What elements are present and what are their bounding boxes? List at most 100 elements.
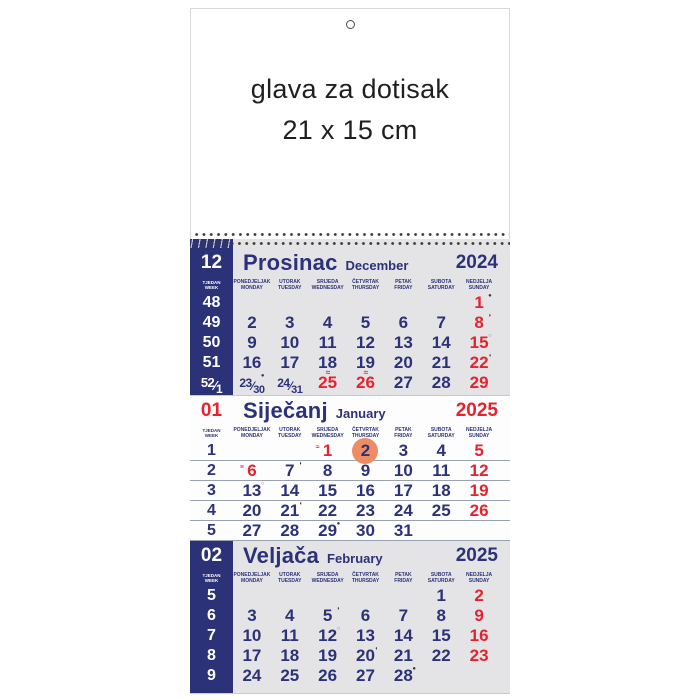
today-marker [352, 438, 379, 464]
empty-cell [309, 293, 347, 313]
week-row: 1 ≈1 2 3 4 5 [190, 438, 510, 464]
binding-holes-bottom [190, 239, 510, 248]
week-number: 5 [207, 587, 216, 604]
date-cell: 21 ◖ [280, 501, 303, 520]
date-cell: ≈26 [356, 368, 375, 393]
year: 2024 [455, 252, 498, 273]
date-cell: 24 [242, 666, 262, 685]
date-cell: 26 [318, 666, 338, 685]
date-cell: 15 [431, 626, 451, 645]
date-cell: 19 [469, 481, 489, 500]
date-cell: 17 [242, 646, 262, 665]
date-cell: 9 [474, 606, 484, 625]
month-number: 02 [200, 545, 223, 566]
date-cell: 24⁄31 [277, 376, 303, 396]
day-header: PONEDJELJAK MONDAY [233, 279, 271, 291]
date-cell: 7 [436, 313, 446, 332]
date-cell: 10 [242, 626, 262, 645]
day-header: PONEDJELJAK MONDAY [233, 427, 271, 439]
weeks-grid: 5 1 2 6 3 4 5 ◗ 6 7 8 9 7 10 11 12 ○ 13 14 15 16 8 17 18 19 20 ◖ 21… [190, 586, 510, 686]
day-header: ČETVRTAK THURSDAY [351, 279, 380, 291]
date-cell: 9 [360, 461, 371, 480]
week-row: 3 13 ○ 14 15 16 17 18 19 [190, 481, 510, 501]
date-cell: 9 [247, 333, 257, 352]
spiral-binding [190, 230, 510, 248]
date-cell: 20 [242, 501, 262, 520]
date-cell: 17 [280, 353, 300, 372]
date-cell: 25 [431, 501, 451, 520]
date-cell: 19 [356, 353, 375, 372]
date-cell: 27 [393, 373, 413, 392]
date-cell: 6 [398, 313, 409, 332]
week-row: 51 16 17 18 19 20 21 22 ◖ [190, 353, 510, 373]
day-header: SRIJEDA WEDNESDAY [311, 427, 344, 439]
week-number: 52⁄1 [200, 375, 223, 396]
date-cell: 12 [469, 461, 489, 480]
week-row: 4 20 21 ◖ 22 23 24 25 26 [190, 501, 510, 521]
day-header: PETAK FRIDAY [394, 279, 413, 291]
month-panel-january: 01 Siječanj January 2025 TJEDAN WEEK PONEDJ… [190, 396, 510, 541]
holiday-icon: ≈ [325, 368, 331, 377]
date-cell: 20 ◖ [356, 646, 379, 665]
day-header: PONEDJELJAK MONDAY [233, 572, 271, 584]
week-number: 4 [207, 502, 216, 519]
date-cell: 8 [322, 461, 333, 480]
week-number: 2 [207, 462, 216, 479]
date-cell: 23⁄30 ● [239, 373, 265, 396]
holiday-icon: ≡ [239, 464, 244, 471]
holiday-icon: ≈ [315, 444, 320, 451]
date-cell: 21 [431, 353, 451, 372]
date-cell: 18 [280, 646, 300, 665]
date-cell: ≡ 6 [239, 461, 257, 480]
date-cell: 19 [318, 646, 338, 665]
empty-cell [384, 586, 422, 606]
header-placeholder-text: glava za dotisak 21 x 15 cm [191, 69, 509, 151]
date-cell: 22 [431, 646, 451, 665]
day-header: PETAK FRIDAY [394, 427, 413, 439]
date-cell: 2 [247, 313, 257, 332]
moon-phase-icon: ◖ [488, 353, 492, 359]
date-cell: 13 [393, 333, 413, 352]
date-cell: 8 ◗ [474, 313, 492, 332]
moon-phase-icon: ○ [488, 333, 492, 339]
moon-phase-icon: ◗ [336, 606, 341, 612]
date-cell: 7 ◗ [285, 461, 303, 480]
day-header: UTORAK TUESDAY [278, 279, 302, 291]
date-cell: 31 [393, 521, 413, 540]
month-number: 12 [200, 252, 223, 273]
month-number: 01 [200, 400, 223, 421]
date-cell: 4 [322, 313, 333, 332]
date-cell: 3 [398, 441, 409, 460]
date-cell: 5 [360, 313, 371, 332]
date-cell: 12 ○ [318, 626, 341, 645]
empty-cell [271, 293, 309, 313]
date-cell: 20 [393, 353, 413, 372]
day-header: SUBOTA SATURDAY [427, 572, 455, 584]
hanger-hole-icon [345, 20, 355, 29]
date-cell: 23 [469, 646, 489, 665]
date-cell: 16 [242, 353, 262, 372]
date-cell: 2 [474, 586, 484, 605]
empty-cell [422, 293, 460, 313]
month-name-en: January [335, 406, 386, 421]
moon-phase-icon: ○ [336, 626, 341, 632]
date-cell: 30 [356, 521, 375, 540]
date-cell: 14 [431, 333, 451, 352]
empty-cell [271, 586, 309, 606]
month-names: Prosinac December [233, 250, 456, 276]
week-column-label: TJEDAN WEEK [202, 280, 221, 290]
month-header: 02 Veljača February 2025 [190, 541, 510, 571]
moon-phase-icon: ◖ [374, 646, 379, 652]
empty-cell [271, 441, 309, 461]
week-row: 8 17 18 19 20 ◖ 21 22 23 [190, 646, 510, 666]
date-cell: 2 [347, 438, 385, 464]
day-header: ČETVRTAK THURSDAY [351, 427, 380, 439]
moon-phase-icon: ◗ [488, 313, 492, 319]
day-header: SUBOTA SATURDAY [427, 427, 455, 439]
date-cell: 25 [280, 666, 300, 685]
empty-cell [309, 586, 347, 606]
date-cell: 28 [280, 521, 300, 540]
header-line-1: glava za dotisak [250, 74, 450, 104]
date-cell: 22 ◖ [469, 353, 492, 372]
month-name-hr: Prosinac [243, 250, 338, 275]
